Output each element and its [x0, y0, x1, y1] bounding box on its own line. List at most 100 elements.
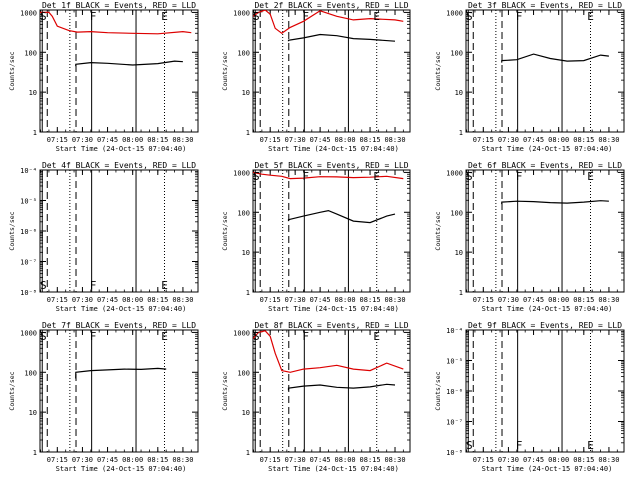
x-tick-label: 08:00	[335, 296, 356, 304]
plot-frame	[252, 329, 411, 453]
plot-title: Det 3f BLACK = Events, RED = LLD	[468, 1, 622, 10]
x-tick-label: 07:45	[523, 296, 544, 304]
x-tick-label: 07:15	[473, 456, 494, 464]
y-tick-label: 1000	[233, 329, 250, 337]
series-line-red	[253, 171, 404, 180]
plot-frame	[465, 9, 625, 133]
y-tick-label: 1	[246, 289, 250, 297]
phase-marker-e: E	[161, 279, 168, 292]
y-axis-label: Counts/sec	[434, 211, 442, 250]
phase-marker-s: S	[40, 279, 47, 292]
y-tick-label: 1	[246, 449, 250, 457]
phase-marker-e: E	[587, 170, 594, 183]
plot-panel-8: Det 8f BLACK = Events, RED = LLD 1 10 100 10…	[221, 321, 411, 473]
y-tick-label: 10	[455, 249, 463, 257]
x-tick-label: 07:15	[260, 296, 281, 304]
x-tick-label: 08:15	[573, 296, 594, 304]
plot-title: Det 8f BLACK = Events, RED = LLD	[254, 321, 408, 330]
y-tick-label: 1	[246, 129, 250, 137]
y-tick-label: 100	[24, 49, 37, 57]
y-tick-label: 10⁻⁸	[20, 289, 37, 297]
x-tick-label: 08:15	[360, 136, 381, 144]
phase-marker-s: S	[466, 170, 473, 183]
phase-marker-e: E	[373, 10, 380, 23]
x-tick-label: 08:30	[172, 136, 193, 144]
y-tick-label: 1	[33, 129, 37, 137]
plot-frame	[39, 169, 199, 293]
x-tick-label: 07:45	[97, 456, 118, 464]
phase-marker-s: S	[40, 330, 47, 343]
x-tick-label: 08:30	[598, 296, 619, 304]
phase-marker-f: F	[90, 10, 97, 23]
phase-marker-f: F	[302, 10, 309, 23]
x-axis-label: Start Time (24-Oct-15 07:04:40)	[268, 145, 399, 153]
phase-marker-f: F	[516, 170, 523, 183]
x-axis-label: Start Time (24-Oct-15 07:04:40)	[482, 465, 613, 473]
x-tick-label: 07:30	[498, 296, 519, 304]
y-tick-label: 100	[237, 49, 250, 57]
y-tick-label: 10⁻⁷	[446, 419, 463, 427]
y-tick-label: 10⁻⁶	[20, 228, 37, 236]
plot-panel-3: Det 3f BLACK = Events, RED = LLD 1 10 100 10…	[434, 1, 625, 153]
plot-panel-9: Det 9f BLACK = Events, RED = LLD 10⁻⁸ 10⁻⁷…	[434, 321, 625, 473]
x-tick-label: 08:30	[598, 136, 619, 144]
y-tick-label: 10	[29, 89, 37, 97]
x-tick-label: 07:30	[285, 136, 306, 144]
phase-marker-f: F	[302, 330, 309, 343]
x-tick-label: 08:15	[147, 136, 168, 144]
phase-marker-e: E	[161, 330, 168, 343]
x-axis-label: Start Time (24-Oct-15 07:04:40)	[268, 305, 399, 313]
y-tick-label: 10	[242, 89, 250, 97]
y-tick-label: 100	[237, 369, 250, 377]
plot-panel-5: Det 5f BLACK = Events, RED = LLD 1 10 100 10…	[221, 161, 411, 313]
series-line-red	[40, 11, 192, 35]
y-tick-label: 10	[242, 249, 250, 257]
x-tick-label: 07:15	[260, 456, 281, 464]
plot-frame	[39, 9, 199, 133]
y-axis-label: Counts/sec	[8, 371, 16, 410]
y-tick-label: 10⁻⁶	[446, 388, 463, 396]
x-tick-label: 08:00	[335, 136, 356, 144]
x-tick-label: 07:15	[260, 136, 281, 144]
phase-marker-f: F	[90, 279, 97, 292]
y-tick-label: 1000	[233, 169, 250, 177]
y-tick-label: 1000	[446, 9, 463, 17]
x-tick-label: 07:45	[97, 296, 118, 304]
phase-marker-f: F	[302, 170, 309, 183]
y-tick-label: 100	[237, 209, 250, 217]
phase-marker-f: F	[90, 330, 97, 343]
plot-title: Det 6f BLACK = Events, RED = LLD	[468, 161, 622, 170]
y-tick-label: 10⁻⁴	[20, 167, 37, 175]
x-tick-label: 07:30	[72, 136, 93, 144]
x-axis-label: Start Time (24-Oct-15 07:04:40)	[482, 145, 613, 153]
phase-marker-s: S	[253, 10, 260, 23]
plot-panel-6: Det 6f BLACK = Events, RED = LLD 1 10 100 10…	[434, 161, 625, 313]
x-tick-label: 07:15	[473, 296, 494, 304]
plot-panel-1: Det 1f BLACK = Events, RED = LLD 1 10 100 10…	[8, 1, 199, 153]
phase-marker-s: S	[466, 10, 473, 23]
y-tick-label: 1000	[20, 329, 37, 337]
x-tick-label: 07:15	[47, 136, 68, 144]
x-axis-label: Start Time (24-Oct-15 07:04:40)	[482, 305, 613, 313]
x-tick-label: 08:15	[360, 456, 381, 464]
x-tick-label: 08:30	[598, 456, 619, 464]
x-tick-label: 08:00	[122, 296, 143, 304]
y-tick-label: 10⁻⁸	[446, 449, 463, 457]
phase-marker-s: S	[466, 439, 473, 452]
x-tick-label: 08:15	[360, 296, 381, 304]
x-tick-label: 08:30	[384, 136, 405, 144]
phase-marker-s: S	[253, 170, 260, 183]
x-axis-label: Start Time (24-Oct-15 07:04:40)	[56, 145, 187, 153]
series-line-black	[287, 383, 396, 391]
plot-frame	[252, 9, 411, 133]
phase-marker-s: S	[40, 10, 47, 23]
y-tick-label: 10⁻⁷	[20, 259, 37, 267]
y-axis-label: Counts/sec	[8, 211, 16, 250]
y-tick-label: 100	[450, 49, 463, 57]
x-axis-label: Start Time (24-Oct-15 07:04:40)	[56, 465, 187, 473]
x-tick-label: 07:15	[47, 296, 68, 304]
y-tick-label: 10	[29, 409, 37, 417]
phase-marker-e: E	[373, 170, 380, 183]
x-tick-label: 08:15	[147, 296, 168, 304]
series-line-black	[287, 33, 396, 42]
